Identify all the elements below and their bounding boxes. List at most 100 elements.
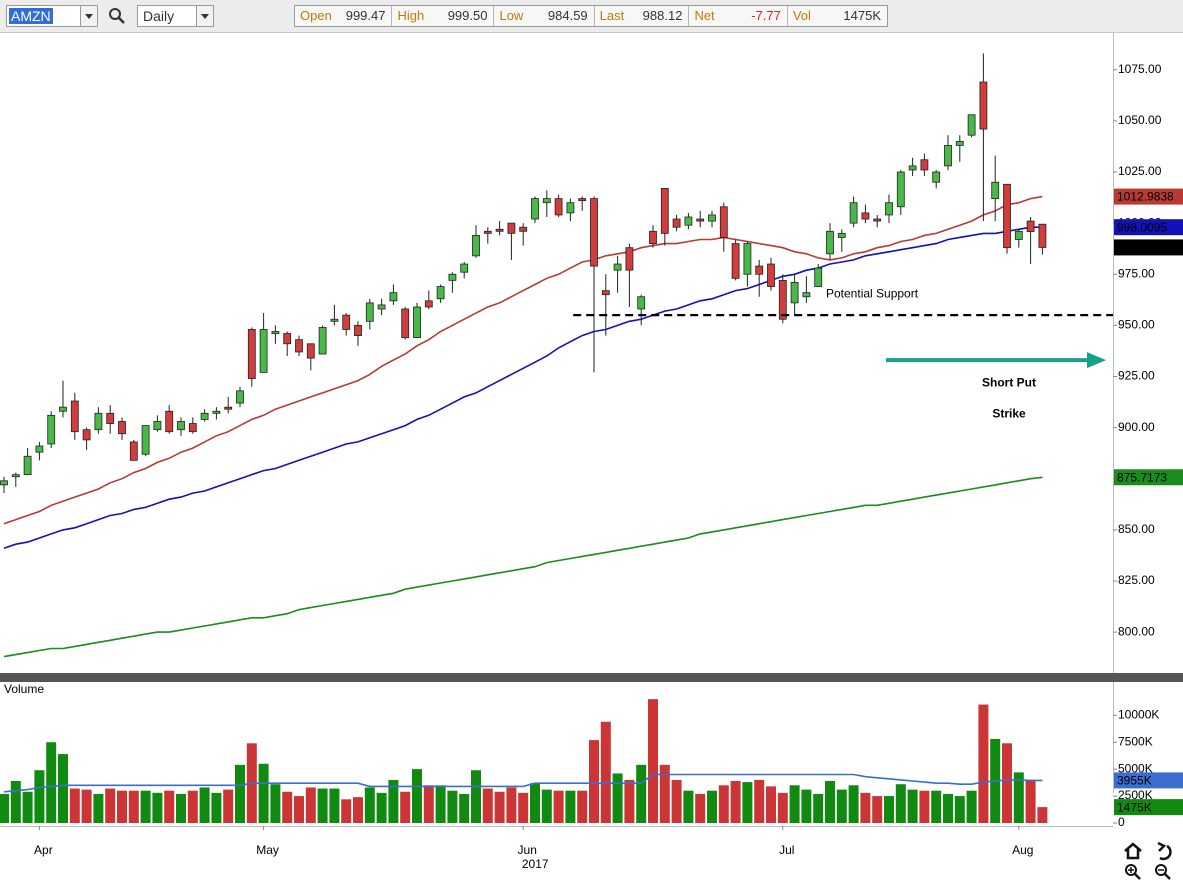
- volume-bar: [695, 793, 706, 823]
- y-tick-label: 800.00: [1118, 624, 1155, 638]
- quote-label: Net: [694, 8, 715, 23]
- volume-bar: [58, 754, 68, 823]
- candle-body: [932, 171, 941, 183]
- volume-bar: [506, 787, 517, 823]
- moving-average: [3, 226, 1043, 550]
- volume-bar: [530, 783, 540, 823]
- quote-value: 988.12: [642, 8, 683, 23]
- quote-field: Last 988.12: [595, 6, 690, 26]
- candle-body: [908, 165, 917, 171]
- undo-icon[interactable]: [1157, 841, 1172, 861]
- volume-bar: [648, 699, 658, 823]
- value-badge: [1114, 219, 1183, 236]
- quote-label: Vol: [792, 8, 811, 23]
- candle-body: [1038, 223, 1047, 248]
- y-tick-label: 825.00: [1118, 573, 1155, 587]
- volume-bar: [848, 785, 859, 823]
- volume-bar: [895, 784, 906, 823]
- value-badge: [1114, 799, 1183, 816]
- volume-bar: [447, 790, 458, 823]
- interval-select[interactable]: Daily: [137, 5, 214, 27]
- quote-value: 1475K: [843, 8, 882, 23]
- volume-bar: [81, 789, 92, 823]
- volume-bar: [683, 790, 694, 823]
- candle-body: [413, 306, 421, 339]
- candle-body: [767, 263, 775, 287]
- candle-body: [318, 327, 327, 355]
- volume-bar: [22, 791, 33, 823]
- volume-bar: [541, 789, 552, 823]
- dropdown-arrow[interactable]: [196, 6, 213, 26]
- volume-bar: [754, 779, 765, 823]
- volume-bar: [152, 792, 163, 823]
- volume-bar: [730, 781, 741, 823]
- value-badge-label: 1012.9838: [1117, 190, 1174, 204]
- x-tick-label: May: [256, 843, 279, 857]
- candle-body: [47, 414, 56, 445]
- dropdown-arrow[interactable]: [80, 6, 97, 26]
- volume-bar: [388, 779, 399, 823]
- volume-bar: [128, 790, 139, 823]
- y-tick-label: 925.00: [1118, 369, 1155, 383]
- volume-bar: [494, 791, 505, 823]
- volume-bar: [589, 740, 599, 823]
- quote-field: Vol 1475K: [788, 6, 887, 26]
- volume-bar: [482, 788, 493, 823]
- x-axis-label: 2017: [522, 857, 549, 871]
- candle-body: [70, 400, 79, 433]
- candle-body: [1026, 220, 1035, 232]
- value-badge-label: 998.0095: [1117, 220, 1167, 234]
- candle-body: [684, 216, 693, 226]
- volume-bar: [376, 792, 387, 823]
- candle-body: [236, 390, 244, 404]
- candle-body: [460, 263, 469, 273]
- quote-field: Net -7.77: [689, 6, 788, 26]
- candle-body: [365, 302, 374, 322]
- volume-bar: [577, 790, 588, 823]
- candle-body: [82, 429, 91, 441]
- candle-body: [660, 187, 669, 234]
- candle-body: [708, 214, 716, 222]
- home-icon[interactable]: [1124, 842, 1142, 860]
- value-badge-label: 988.12: [1117, 241, 1154, 255]
- arrow-head: [1087, 352, 1106, 369]
- zoom-in-icon[interactable]: [1125, 864, 1141, 880]
- volume-bar: [0, 793, 9, 823]
- candle-body: [389, 292, 398, 302]
- candle-body: [247, 329, 256, 379]
- candle-body: [1014, 230, 1023, 240]
- volume-bar: [34, 770, 45, 823]
- candle-body: [944, 145, 952, 167]
- candle-body: [896, 171, 905, 208]
- volume-bar: [329, 788, 340, 823]
- nav-icons: [1124, 841, 1172, 880]
- annotation: Short Put: [982, 375, 1036, 389]
- volume-bar: [1013, 772, 1024, 823]
- volume-bar: [966, 790, 977, 823]
- interval: Daily: [143, 8, 175, 24]
- volume-bar: [412, 769, 422, 823]
- volume-bar: [105, 788, 116, 823]
- x-tick-label: Jul: [779, 843, 794, 857]
- candle-body: [0, 480, 8, 486]
- symbol-input[interactable]: AMZN: [6, 5, 98, 27]
- search-icon[interactable]: [108, 7, 126, 25]
- chart: 800.00825.00850.00875.00900.00925.00950.…: [0, 33, 1183, 881]
- y-tick-label: 10000K: [1118, 707, 1159, 721]
- annotation: Strike: [992, 406, 1026, 420]
- candle-body: [566, 202, 575, 214]
- y-tick-label: 5000K: [1118, 761, 1153, 775]
- candle-body: [200, 412, 209, 420]
- candle-body: [826, 230, 834, 255]
- volume-bar: [825, 781, 835, 823]
- zoom-out-icon[interactable]: [1155, 864, 1171, 880]
- candle-body: [448, 273, 457, 281]
- candle-body: [177, 421, 185, 431]
- candle-body: [11, 474, 20, 478]
- candle-body: [295, 339, 303, 353]
- candle-body: [625, 247, 634, 271]
- volume-bar: [164, 790, 175, 823]
- candle-body: [991, 181, 1000, 199]
- volume-bar: [282, 791, 293, 823]
